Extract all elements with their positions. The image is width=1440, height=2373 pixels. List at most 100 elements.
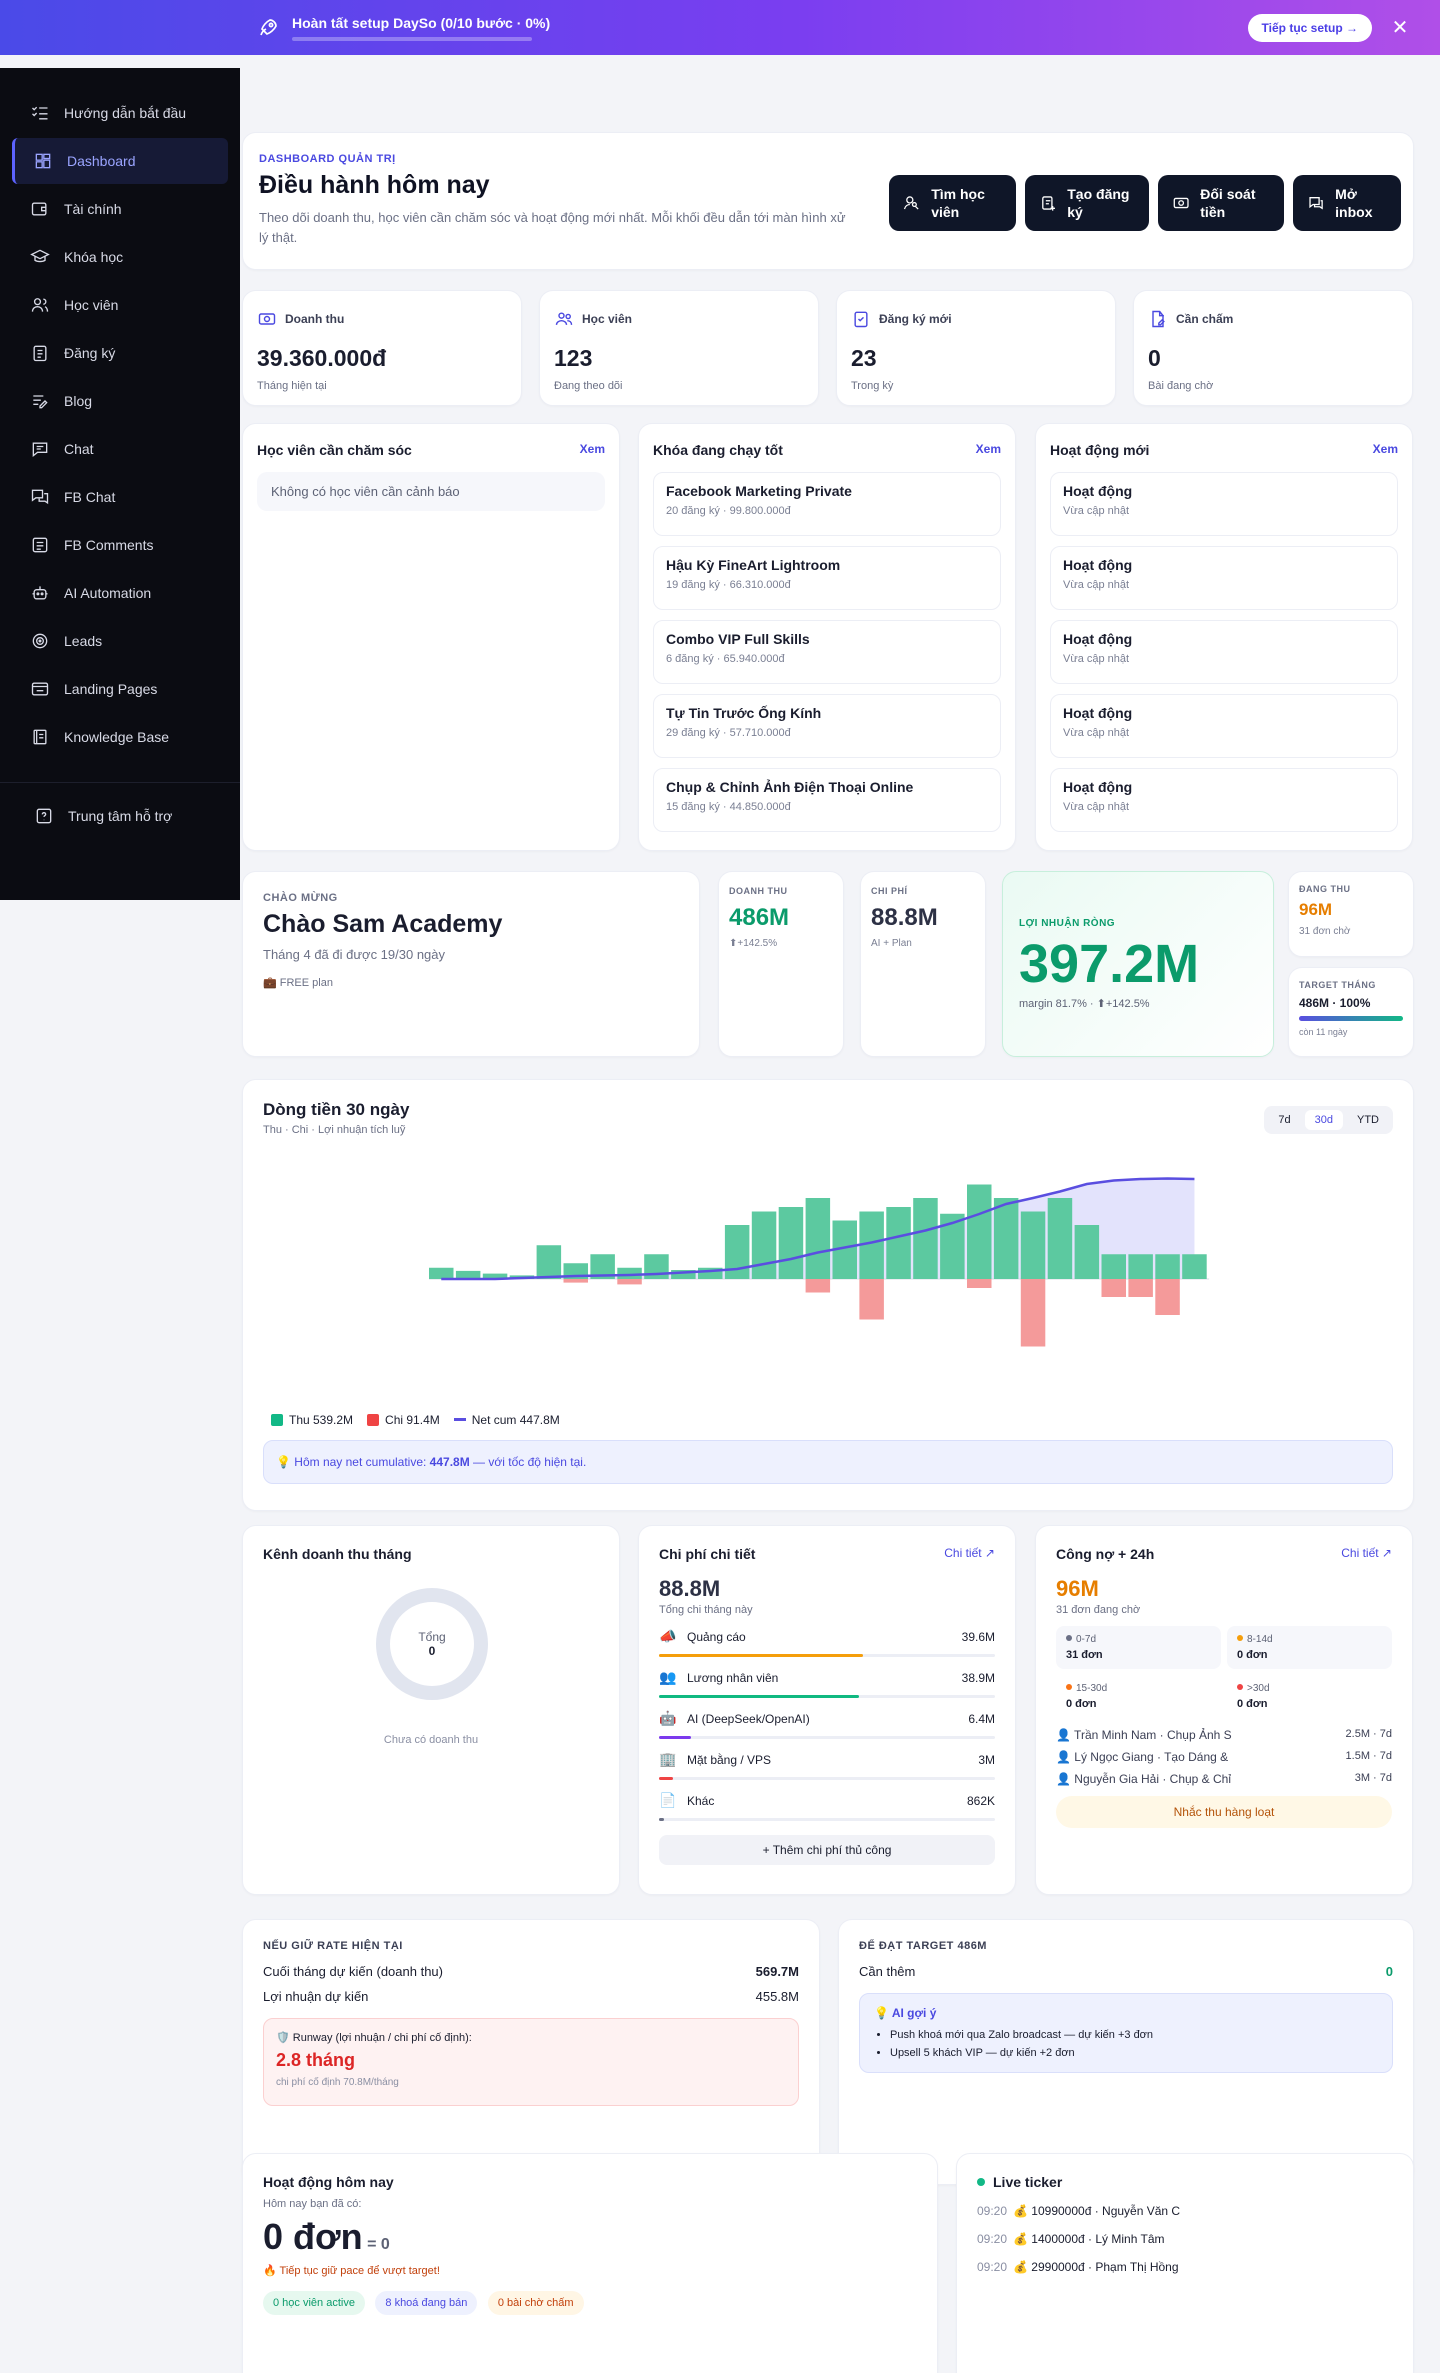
expense-value: 38.9M bbox=[961, 1671, 995, 1685]
banner-title: Hoàn tất setup DaySo (0/10 bước · 0%) bbox=[292, 14, 551, 31]
sidebar-item-blog[interactable]: Blog bbox=[12, 378, 228, 424]
stat-card-revenue[interactable]: Doanh thu 39.360.000đ Tháng hiện tại bbox=[242, 290, 522, 406]
debt-row[interactable]: 👤 Nguyễn Gia Hải · Chụp & Chỉ 3M · 7d bbox=[1056, 1772, 1392, 1786]
range-toggle: 7d 30d YTD bbox=[1264, 1106, 1393, 1134]
today-orders: 0 đơn bbox=[263, 2216, 363, 2257]
thu-bar bbox=[1182, 1254, 1207, 1279]
activity-item[interactable]: Hoạt động Vừa cập nhật bbox=[1050, 546, 1398, 610]
debt-bucket-value: 0 đơn bbox=[1237, 1649, 1268, 1661]
revenue-icon bbox=[258, 313, 276, 325]
cost-kpi-label: CHI PHÍ bbox=[871, 886, 908, 896]
debt-detail-link[interactable]: Chi tiết ↗ bbox=[1341, 1546, 1392, 1560]
close-icon[interactable]: ✕ bbox=[1391, 17, 1409, 39]
course-item[interactable]: Hậu Kỳ FineArt Lightroom 19 đăng ký · 66.… bbox=[653, 546, 1001, 610]
sidebar-item-đăng-ký[interactable]: Đăng ký bbox=[12, 330, 228, 376]
sidebar-item-chat[interactable]: Chat bbox=[12, 426, 228, 472]
reconcile-money-button[interactable]: Đối soát tiền bbox=[1158, 175, 1284, 231]
courses-view-link[interactable]: Xem bbox=[975, 442, 1001, 456]
care-title: Học viên cần chăm sóc bbox=[257, 442, 412, 458]
net-cum-line bbox=[441, 1177, 1195, 1281]
sidebar-item-fb-comments[interactable]: FB Comments bbox=[12, 522, 228, 568]
sidebar-item-label: Leads bbox=[64, 633, 103, 649]
sidebar-item-học-viên[interactable]: Học viên bbox=[12, 282, 228, 328]
ticker-time: 09:20 bbox=[977, 2232, 1008, 2246]
expense-detail-link[interactable]: Chi tiết ↗ bbox=[944, 1546, 995, 1560]
find-student-button[interactable]: Tìm học viên bbox=[889, 175, 1016, 231]
add-expense-button[interactable]: + Thêm chi phí thủ công bbox=[659, 1835, 995, 1865]
page-title: Điều hành hôm nay bbox=[259, 171, 490, 199]
stat-label: Đăng ký mới bbox=[851, 309, 1101, 329]
new-registrations-icon bbox=[854, 311, 868, 328]
profit-kpi: LỢI NHUẬN RÒNG 397.2M margin 81.7% · ⬆+1… bbox=[1002, 871, 1274, 1057]
expense-label: Lương nhân viên bbox=[687, 1671, 779, 1685]
activity-item[interactable]: Hoạt động Vừa cập nhật bbox=[1050, 620, 1398, 684]
debt-bucket-label: 0-7d bbox=[1076, 1634, 1097, 1645]
expense-row: 🤖 AI (DeepSeek/OpenAI) 6.4M bbox=[659, 1710, 995, 1739]
course-item-title: Tự Tin Trước Ống Kính bbox=[666, 705, 822, 721]
course-item[interactable]: Tự Tin Trước Ống Kính 29 đăng ký · 57.710… bbox=[653, 694, 1001, 758]
expense-label: Mặt bằng / VPS bbox=[687, 1753, 772, 1767]
sidebar-item-label: Dashboard bbox=[67, 153, 136, 169]
expense-bar bbox=[659, 1654, 995, 1657]
sidebar-item-tài-chính[interactable]: Tài chính bbox=[12, 186, 228, 232]
ticker-time: 09:20 bbox=[977, 2260, 1008, 2274]
debt-bucket: 8-14d 0 đơn bbox=[1227, 1626, 1392, 1669]
profit-kpi-value: 397.2M bbox=[1019, 934, 1200, 994]
sidebar-item-label: Hướng dẫn bắt đầu bbox=[64, 105, 187, 121]
expense-total: 88.8M bbox=[659, 1576, 721, 1601]
graduation-cap-icon bbox=[30, 249, 50, 263]
sidebar-item-landing-pages[interactable]: Landing Pages bbox=[12, 666, 228, 712]
stat-card-new-registrations[interactable]: Đăng ký mới 23 Trong kỳ bbox=[836, 290, 1116, 406]
sidebar-divider bbox=[0, 782, 240, 783]
course-item[interactable]: Combo VIP Full Skills 6 đăng ký · 65.940.… bbox=[653, 620, 1001, 684]
user-search-icon bbox=[903, 196, 919, 210]
sidebar-item-knowledge-base[interactable]: Knowledge Base bbox=[12, 714, 228, 760]
channel-title: Kênh doanh thu tháng bbox=[263, 1546, 412, 1562]
sidebar-item-ai-automation[interactable]: AI Automation bbox=[12, 570, 228, 616]
ticker-time: 09:20 bbox=[977, 2204, 1008, 2218]
activity-item[interactable]: Hoạt động Vừa cập nhật bbox=[1050, 694, 1398, 758]
remind-all-button[interactable]: Nhắc thu hàng loạt bbox=[1056, 1796, 1392, 1828]
forecast-card: NẾU GIỮ RATE HIỆN TẠI Cuối tháng dự kiến… bbox=[242, 1919, 820, 2185]
course-item-title: Facebook Marketing Private bbox=[666, 483, 852, 499]
debt-row-amount: 2.5M · 7d bbox=[1345, 1728, 1392, 1740]
thu-bar bbox=[805, 1198, 831, 1279]
create-registration-button[interactable]: Tạo đăng ký bbox=[1025, 175, 1149, 231]
legend-net: Net cum 447.8M bbox=[453, 1413, 560, 1427]
sidebar-item-label: Landing Pages bbox=[64, 681, 158, 697]
debt-row[interactable]: 👤 Lý Ngọc Giang · Tạo Dáng & 1.5M · 7d bbox=[1056, 1750, 1392, 1764]
activity-item-meta: Vừa cập nhật bbox=[1063, 653, 1130, 665]
thu-bar bbox=[1047, 1198, 1073, 1279]
continue-setup-button[interactable]: Tiếp tục setup → bbox=[1247, 13, 1372, 42]
sidebar-item-leads[interactable]: Leads bbox=[12, 618, 228, 664]
course-item[interactable]: Chụp & Chỉnh Ảnh Điện Thoại Online 15 đăn… bbox=[653, 768, 1001, 832]
ai-suggestion-item: Upsell 5 khách VIP — dự kiến +2 đơn bbox=[890, 2044, 1378, 2062]
open-inbox-button[interactable]: Mở inbox bbox=[1293, 175, 1401, 231]
ticker-text: 💰 2990000đ · Phạm Thị Hồng bbox=[1013, 2260, 1179, 2274]
cashflow-title: Dòng tiền 30 ngày bbox=[263, 1100, 410, 1119]
sidebar-item-khóa-học[interactable]: Khóa học bbox=[12, 234, 228, 280]
stat-card-students[interactable]: Học viên 123 Đang theo dõi bbox=[539, 290, 819, 406]
thu-bar bbox=[536, 1245, 562, 1279]
care-view-link[interactable]: Xem bbox=[579, 442, 605, 456]
course-item[interactable]: Facebook Marketing Private 20 đăng ký · 9… bbox=[653, 472, 1001, 536]
thu-bar bbox=[913, 1198, 938, 1279]
range-ytd[interactable]: YTD bbox=[1357, 1114, 1379, 1126]
sidebar-item-dashboard[interactable]: Dashboard bbox=[12, 138, 228, 184]
help-center-label: Trung tâm hỗ trợ bbox=[68, 808, 173, 824]
money-icon bbox=[1173, 197, 1189, 209]
activity-view-link[interactable]: Xem bbox=[1372, 442, 1398, 456]
pending-kpi-sub: 31 đơn chờ bbox=[1299, 926, 1351, 937]
help-center-link[interactable]: Trung tâm hỗ trợ bbox=[16, 793, 228, 839]
course-item-meta: 20 đăng ký · 99.800.000đ bbox=[666, 505, 791, 517]
activity-item[interactable]: Hoạt động Vừa cập nhật bbox=[1050, 768, 1398, 832]
sidebar-item-hướng-dẫn-bắt-đầu[interactable]: Hướng dẫn bắt đầu bbox=[12, 90, 228, 136]
stat-card-to-grade[interactable]: Cần chấm 0 Bài đang chờ bbox=[1133, 290, 1413, 406]
sidebar-item-fb-chat[interactable]: FB Chat bbox=[12, 474, 228, 520]
range-7d[interactable]: 7d bbox=[1278, 1114, 1291, 1126]
debt-row[interactable]: 👤 Trần Minh Nam · Chụp Ảnh S 2.5M · 7d bbox=[1056, 1728, 1392, 1742]
range-30d[interactable]: 30d bbox=[1304, 1110, 1343, 1130]
activity-item[interactable]: Hoạt động Vừa cập nhật bbox=[1050, 472, 1398, 536]
thu-bar bbox=[993, 1198, 1019, 1279]
welcome-eyebrow: CHÀO MỪNG bbox=[263, 892, 338, 904]
